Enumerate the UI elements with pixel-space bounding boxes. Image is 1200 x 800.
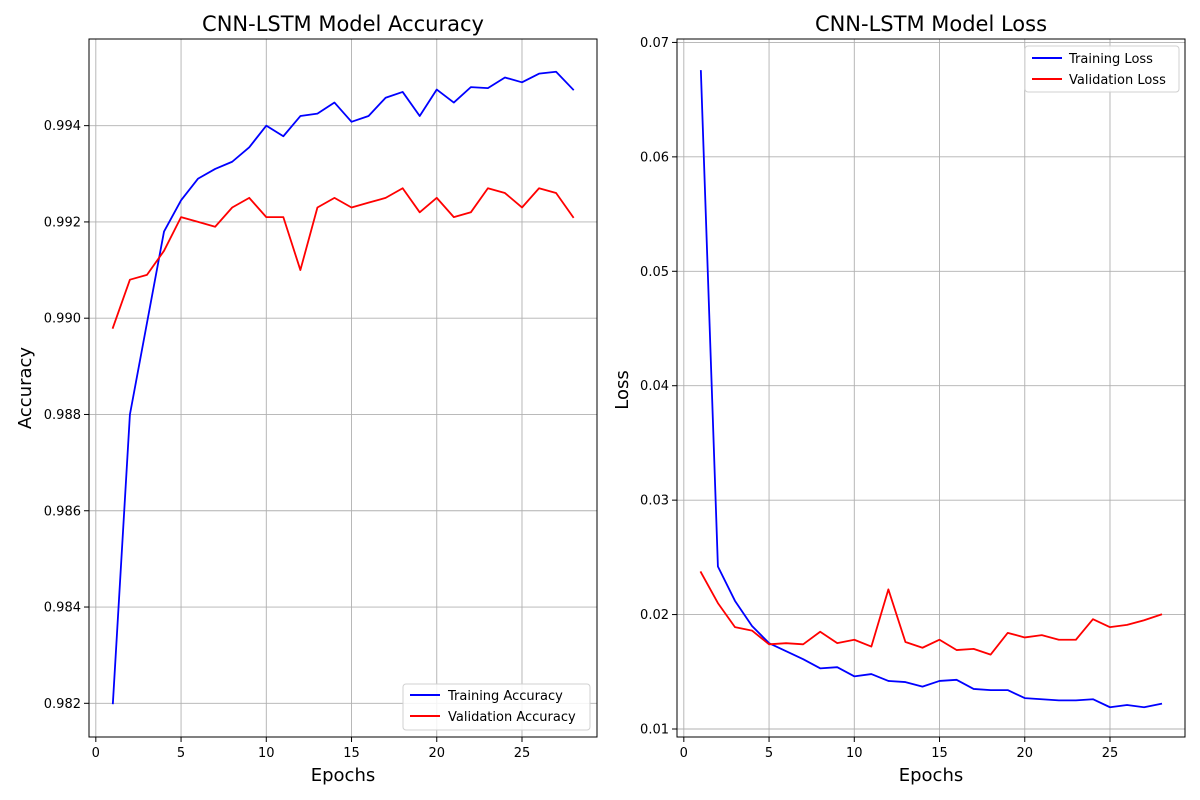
series-line-training-accuracy [111, 70, 575, 705]
loss-y-tick-label: 0.06 [640, 150, 669, 165]
legend-label-training-loss: Training Loss [1068, 52, 1153, 67]
legend-label-training-accuracy: Training Accuracy [447, 689, 563, 704]
loss-chart: CNN-LSTM Model Loss 0 5 10 15 20 25 0.01 0.02 0.… [612, 12, 1186, 786]
accuracy-legend-box [402, 683, 591, 731]
loss-series [699, 70, 1163, 709]
accuracy-x-axis-label: Epochs [311, 765, 376, 786]
loss-plot-frame [676, 38, 1186, 738]
accuracy-legend: Training Accuracy Validation Accuracy [402, 683, 591, 731]
accuracy-grid [89, 39, 597, 737]
loss-x-tick-label: 15 [931, 746, 948, 761]
accuracy-y-tick-label: 0.990 [44, 312, 81, 327]
loss-y-tick-label: 0.04 [640, 379, 669, 394]
accuracy-x-tick-label: 20 [428, 746, 445, 761]
loss-y-tick-label: 0.07 [640, 36, 669, 51]
series-line-validation-loss [699, 571, 1163, 656]
loss-y-tick-label: 0.02 [640, 608, 669, 623]
accuracy-chart-title: CNN-LSTM Model Accuracy [202, 12, 484, 36]
loss-y-tick-label: 0.01 [640, 722, 669, 737]
accuracy-ticks: 0 5 10 15 20 25 0.982 0.984 0.986 0.988 0.990 0.992… [44, 119, 530, 761]
loss-chart-title: CNN-LSTM Model Loss [815, 12, 1047, 36]
accuracy-y-tick-label: 0.994 [44, 119, 81, 134]
loss-x-axis-label: Epochs [899, 765, 964, 786]
loss-x-tick-label: 5 [765, 746, 773, 761]
loss-x-tick-label: 0 [680, 746, 688, 761]
accuracy-x-tick-label: 15 [343, 746, 360, 761]
loss-y-axis-label: Loss [612, 370, 633, 409]
accuracy-y-tick-label: 0.992 [44, 215, 81, 230]
accuracy-y-tick-label: 0.988 [44, 408, 81, 423]
loss-x-tick-label: 25 [1102, 746, 1119, 761]
accuracy-plot-frame [88, 38, 598, 738]
loss-grid [677, 39, 1185, 737]
accuracy-y-tick-label: 0.982 [44, 697, 81, 712]
series-line-validation-accuracy [111, 187, 575, 329]
loss-ticks: 0 5 10 15 20 25 0.01 0.02 0.03 0.04 0.05 0.06 0.07 [640, 36, 1118, 761]
accuracy-series [111, 70, 575, 705]
legend-label-validation-loss: Validation Loss [1069, 73, 1166, 88]
accuracy-x-tick-label: 5 [177, 746, 185, 761]
accuracy-y-axis-label: Accuracy [15, 347, 36, 430]
loss-x-tick-label: 10 [846, 746, 863, 761]
accuracy-x-tick-label: 25 [514, 746, 531, 761]
loss-y-tick-label: 0.03 [640, 494, 669, 509]
accuracy-x-tick-label: 0 [92, 746, 100, 761]
legend-label-validation-accuracy: Validation Accuracy [448, 710, 576, 725]
loss-legend: Training Loss Validation Loss [1024, 45, 1180, 93]
series-line-training-loss [699, 70, 1163, 709]
accuracy-y-tick-label: 0.984 [44, 601, 81, 616]
accuracy-y-tick-label: 0.986 [44, 504, 81, 519]
accuracy-chart: CNN-LSTM Model Accuracy 0 5 10 15 20 250.9820… [15, 12, 598, 786]
loss-x-tick-label: 20 [1016, 746, 1033, 761]
accuracy-x-tick-label: 10 [258, 746, 275, 761]
loss-legend-box [1024, 45, 1180, 93]
loss-y-tick-label: 0.05 [640, 265, 669, 280]
